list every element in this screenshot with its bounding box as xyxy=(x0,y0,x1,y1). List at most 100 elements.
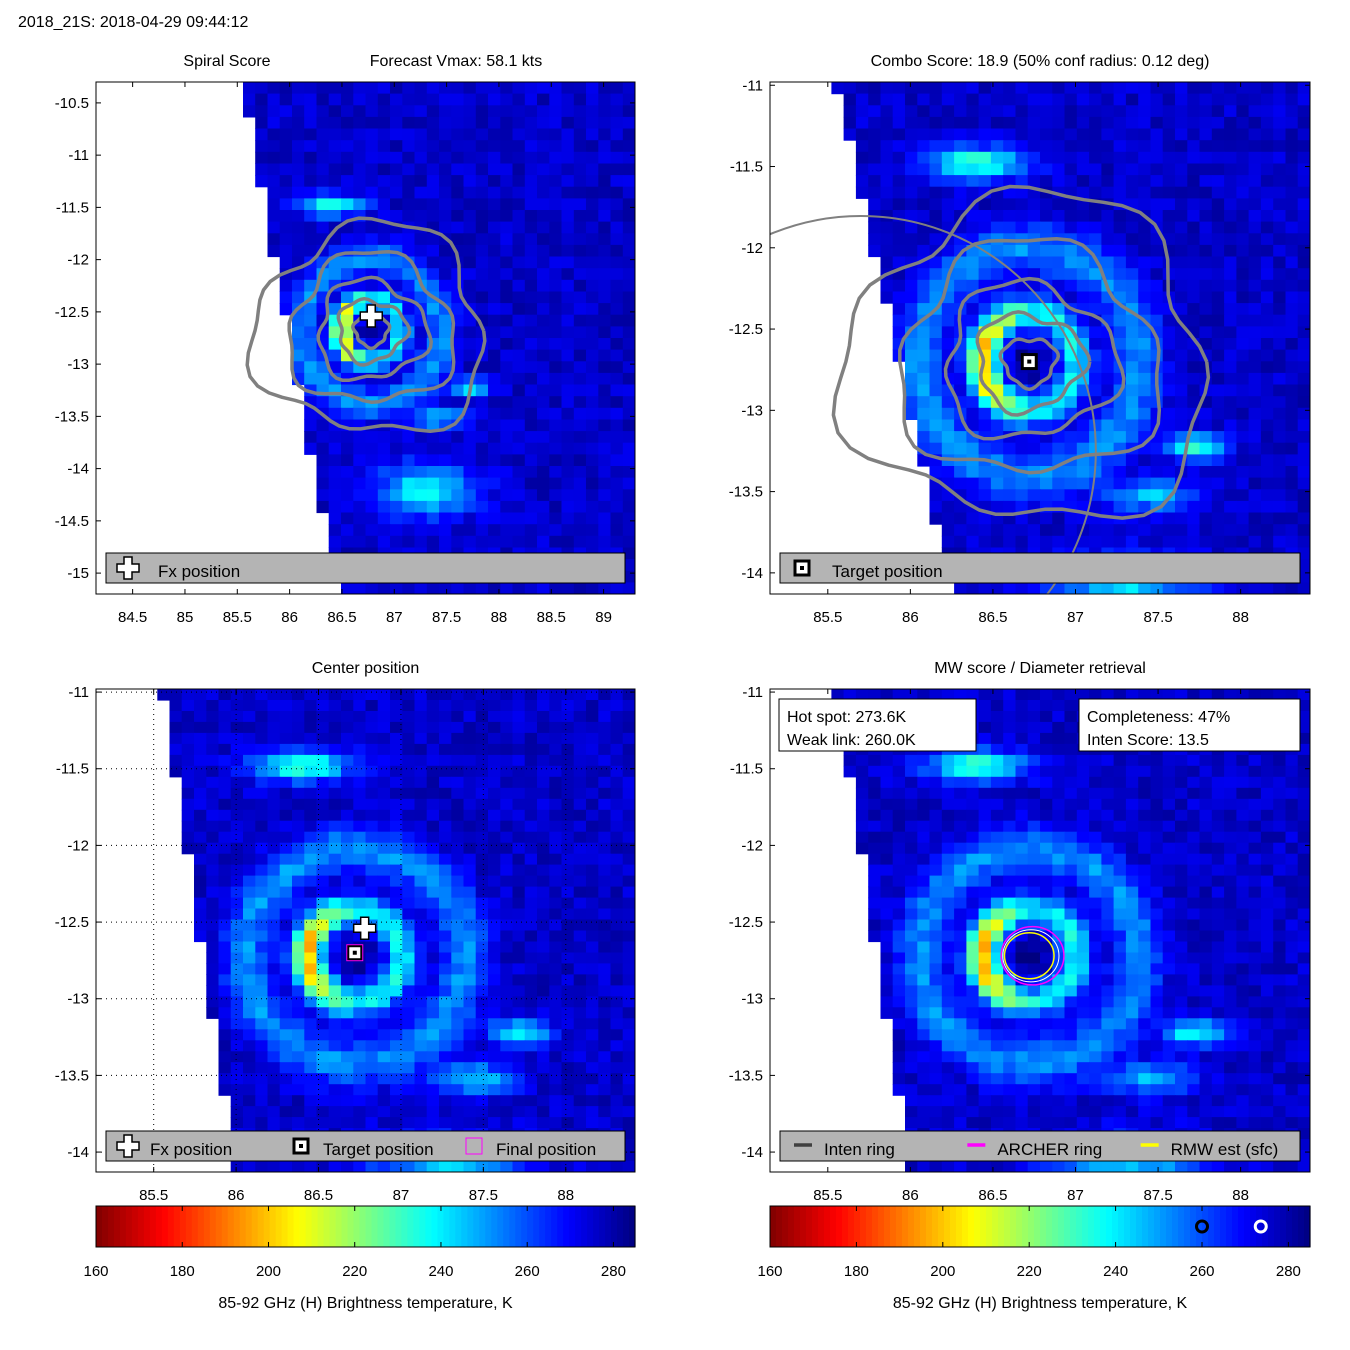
heat-cell xyxy=(353,82,367,95)
heat-cell xyxy=(194,776,207,789)
heat-cell xyxy=(1113,175,1127,188)
heat-cell xyxy=(304,689,318,701)
heat-cell xyxy=(304,210,317,223)
heat-cell xyxy=(365,809,379,822)
heat-cell xyxy=(230,842,244,855)
heat-cell xyxy=(328,1007,342,1019)
heat-cell xyxy=(561,853,575,866)
heat-cell xyxy=(439,732,452,745)
y-tick-label: -13 xyxy=(67,991,89,1008)
heat-cell xyxy=(475,186,489,199)
heat-cell xyxy=(1125,524,1139,537)
heat-cell xyxy=(426,314,440,327)
heat-cell xyxy=(1101,489,1115,502)
heat-cell xyxy=(255,711,269,723)
heat-cell xyxy=(414,853,428,866)
heat-cell xyxy=(561,233,575,246)
heat-cell xyxy=(1273,372,1287,386)
heat-cell xyxy=(365,1029,379,1041)
heat-cell xyxy=(1089,140,1102,153)
heat-cell xyxy=(463,689,477,701)
heat-cell xyxy=(1040,743,1053,756)
heat-cell xyxy=(377,489,391,502)
heat-cell xyxy=(475,210,489,223)
heat-cell xyxy=(598,419,612,432)
heat-cell xyxy=(1175,244,1188,258)
heat-cell xyxy=(1224,163,1237,176)
heat-cell xyxy=(451,163,465,176)
heat-cell xyxy=(1285,163,1299,176)
heat-cell xyxy=(218,711,232,723)
heat-cell xyxy=(230,985,244,997)
colorbar-cell xyxy=(143,1206,151,1247)
heat-cell xyxy=(218,765,232,778)
heat-cell xyxy=(243,1051,256,1063)
heat-cell xyxy=(1162,442,1176,455)
y-tick-label: -11 xyxy=(742,77,763,94)
heat-cell xyxy=(549,798,563,811)
heat-cell xyxy=(868,198,882,211)
heat-cell xyxy=(610,809,624,822)
heat-cell xyxy=(1199,407,1213,420)
heat-cell xyxy=(610,721,624,734)
heat-cell xyxy=(610,1051,624,1063)
heat-cell xyxy=(475,689,489,701)
heat-cell xyxy=(402,820,416,833)
heat-cell xyxy=(1064,163,1078,176)
heat-cell xyxy=(954,186,967,199)
heat-cell xyxy=(328,809,342,822)
heat-cell xyxy=(868,163,882,176)
colorbar-cell xyxy=(113,1206,121,1247)
heat-cell xyxy=(377,512,391,525)
heat-cell xyxy=(292,210,305,223)
heat-cell xyxy=(622,930,635,943)
heat-cell xyxy=(377,582,391,594)
heat-cell xyxy=(978,442,992,455)
heat-cell xyxy=(488,151,501,164)
heat-cell xyxy=(1015,326,1029,339)
heat-cell xyxy=(194,798,207,811)
heat-cell xyxy=(941,326,955,339)
heat-cell xyxy=(1027,105,1041,118)
heat-cell xyxy=(488,221,501,234)
heat-cell xyxy=(414,582,428,594)
heat-cell xyxy=(304,314,317,327)
heat-cell xyxy=(524,787,538,800)
heat-cell xyxy=(279,1084,293,1096)
heat-cell xyxy=(328,535,342,548)
heat-cell xyxy=(561,996,575,1008)
heat-cell xyxy=(1248,361,1262,374)
heat-cell xyxy=(267,198,281,211)
heat-cell xyxy=(1101,128,1115,141)
heat-cell xyxy=(524,163,538,176)
heat-cell xyxy=(402,864,416,877)
heat-cell xyxy=(1052,140,1066,153)
heat-cell xyxy=(377,163,391,176)
heat-cell xyxy=(586,268,599,281)
legend-box xyxy=(779,552,1301,584)
heat-cell xyxy=(561,198,575,211)
heat-cell xyxy=(1015,721,1029,734)
heat-cell xyxy=(488,700,501,712)
heat-cell xyxy=(279,886,293,899)
heat-cell xyxy=(966,489,980,502)
heat-cell xyxy=(316,140,330,153)
heat-cell xyxy=(475,512,489,525)
heat-cell xyxy=(1089,82,1102,95)
heat-cell xyxy=(1248,93,1262,106)
heat-cell xyxy=(1297,221,1310,234)
heat-cell xyxy=(463,798,477,811)
heat-cell xyxy=(978,175,992,188)
heat-cell xyxy=(524,500,538,514)
colorbar-cell xyxy=(239,1206,247,1247)
heat-cell xyxy=(451,489,465,502)
heat-cell xyxy=(1064,244,1078,258)
heat-cell xyxy=(892,291,906,304)
heat-cell xyxy=(1138,384,1152,397)
heat-cell xyxy=(610,1029,624,1041)
heat-cell xyxy=(267,1062,281,1074)
heat-cell xyxy=(561,831,575,844)
heat-cell xyxy=(439,1095,452,1107)
heat-cell xyxy=(304,1007,318,1019)
